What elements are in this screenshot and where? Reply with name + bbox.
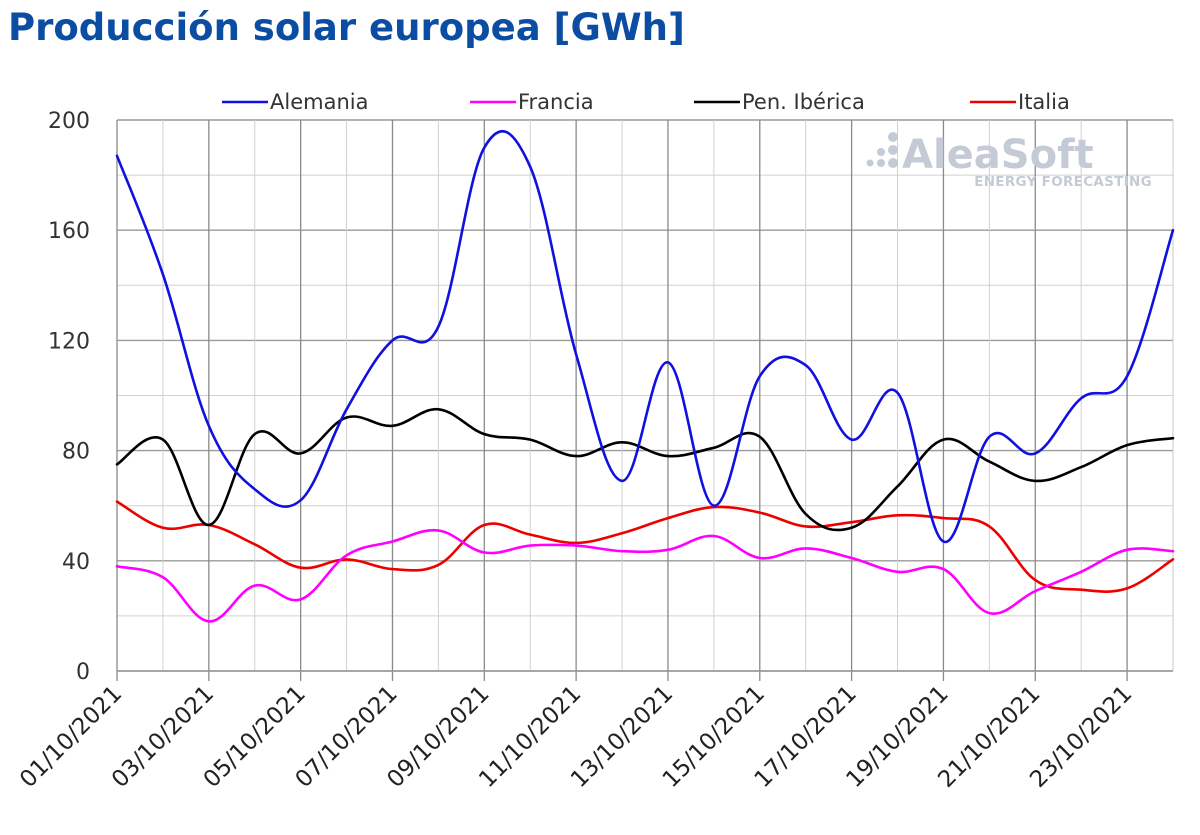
legend-label: Alemania: [270, 90, 368, 114]
y-tick-label: 0: [76, 660, 90, 685]
y-tick-label: 160: [48, 219, 90, 244]
aleasoft-watermark: AleaSoft ENERGY FORECASTING: [866, 132, 1152, 190]
legend-label: Francia: [518, 90, 594, 114]
series-lines: [115, 129, 1175, 623]
chart-title: Producción solar europea [GWh]: [8, 6, 685, 49]
series-line-pen-iberica: [115, 407, 1175, 532]
series-line-francia: [115, 528, 1175, 623]
y-tick-label: 200: [48, 109, 90, 134]
legend: Alemania Francia Pen. Ibérica Italia: [222, 90, 1070, 114]
watermark-subtitle: ENERGY FORECASTING: [974, 174, 1152, 190]
plot-grid: [116, 119, 1174, 681]
aleasoft-logo-icon: [866, 132, 898, 168]
y-tick-label: 80: [62, 440, 90, 465]
y-tick-label: 40: [62, 550, 90, 575]
legend-label: Pen. Ibérica: [742, 90, 865, 114]
x-axis-ticks: 01/10/202103/10/202105/10/202107/10/2021…: [15, 681, 1137, 793]
series-line-italia: [115, 500, 1175, 593]
y-axis-ticks: 0 40 80 120 160 200: [48, 109, 90, 685]
y-tick-label: 120: [48, 329, 90, 354]
series-line-alemania: [115, 129, 1175, 543]
legend-label: Italia: [1018, 90, 1070, 114]
watermark-name: AleaSoft: [902, 132, 1094, 178]
